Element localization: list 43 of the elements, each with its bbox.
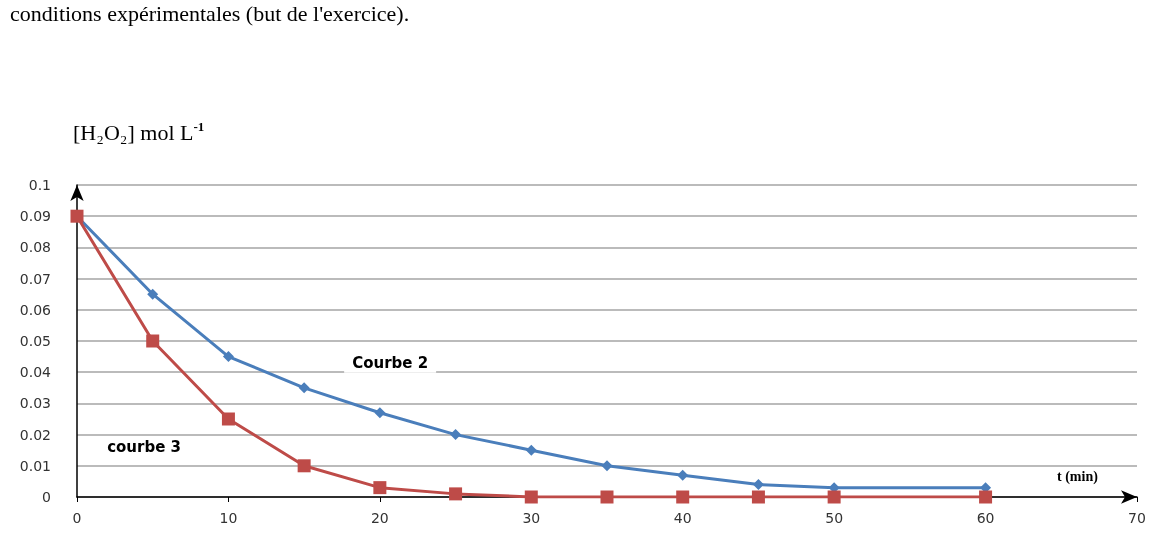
point	[827, 490, 841, 504]
x-tick-label: 60	[976, 510, 995, 526]
point	[524, 490, 538, 504]
x-tick-label: 70	[1128, 510, 1146, 526]
point	[677, 469, 689, 481]
y-tick-label: 0	[42, 489, 51, 505]
point	[146, 334, 160, 348]
x-tick-label: 20	[370, 510, 389, 526]
point	[752, 479, 764, 491]
point	[450, 429, 462, 441]
point	[525, 444, 537, 456]
x-tick-label: 0	[72, 510, 82, 526]
series-label: Courbe 2	[352, 354, 429, 373]
point	[449, 487, 463, 501]
point	[751, 490, 765, 504]
point	[222, 351, 234, 363]
point	[298, 382, 310, 394]
y-tick-label: 0.07	[19, 270, 51, 287]
text: courbe 3	[107, 438, 181, 457]
x-tick-label: 40	[673, 510, 692, 526]
point	[601, 460, 613, 472]
x-axis-title: t (min)	[1057, 468, 1099, 485]
y-tick-label: 0.06	[19, 301, 52, 318]
x-tick-label: 10	[219, 510, 238, 526]
y-tick-label: 0.02	[19, 426, 51, 443]
point	[147, 288, 159, 300]
point	[221, 412, 235, 426]
point	[600, 490, 614, 504]
point	[374, 407, 386, 419]
y-tick-label: 0.1	[28, 177, 51, 193]
point	[676, 490, 690, 504]
x-tick-label: 30	[522, 510, 541, 526]
text: conditions expérimentales (but de l'exercice).	[10, 0, 410, 26]
y-tick-label: 0.05	[19, 333, 51, 349]
y-tick-label: 0.01	[19, 457, 51, 474]
x-tick-label: 50	[825, 510, 844, 526]
y-tick-label: 0.03	[19, 395, 51, 412]
point	[979, 490, 993, 504]
y-tick-label: 0.08	[19, 239, 51, 256]
point	[297, 459, 311, 473]
y-tick-label: 0.04	[19, 364, 52, 381]
point	[373, 481, 387, 495]
y-tick-label: 0.09	[19, 208, 51, 225]
